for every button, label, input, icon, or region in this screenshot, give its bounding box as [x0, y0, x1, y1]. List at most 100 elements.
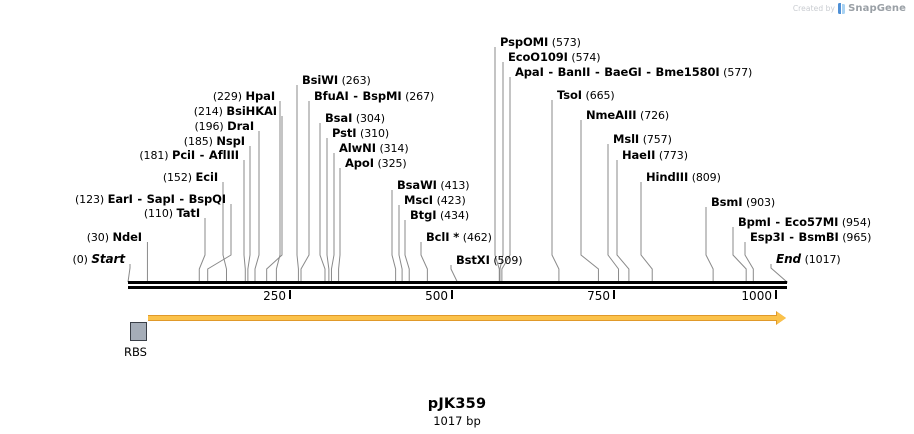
plasmid-name-title: pJK359 [427, 396, 487, 412]
site-position: (573) [551, 36, 581, 49]
restriction-site-label[interactable]: (229) HpaI [213, 90, 275, 103]
restriction-site-label[interactable]: (123) EarI - SapI - BspQI [75, 193, 226, 206]
ruler-tick-label: 500 [425, 289, 448, 303]
site-leader-line [499, 62, 504, 281]
restriction-site-label[interactable]: HindIII (809) [646, 171, 721, 184]
enzyme-name-group: BtgI [410, 208, 436, 222]
site-leader-line [243, 160, 246, 281]
enzyme-name: PstI [332, 126, 357, 140]
site-position: (196) [194, 120, 224, 133]
site-leader-line [494, 47, 500, 281]
enzyme-name-group: EarI - SapI - BspQI [108, 192, 226, 206]
enzyme-separator: - [775, 215, 781, 229]
restriction-site-label[interactable]: BsaI (304) [325, 112, 385, 125]
site-leader-line [266, 116, 283, 281]
site-leader-line [770, 264, 788, 284]
restriction-site-label[interactable]: HaeII (773) [622, 149, 688, 162]
restriction-site-label[interactable]: Esp3I - BsmBI (965) [750, 231, 871, 244]
restriction-site-label[interactable]: BsmI (903) [711, 196, 775, 209]
enzyme-name: BsiHKAI [226, 104, 277, 118]
restriction-site-label[interactable]: BclI * (462) [426, 231, 492, 244]
terminal-label-end[interactable]: End (1017) [776, 253, 841, 266]
site-position: (809) [691, 171, 721, 184]
gene-arrow-head [777, 312, 786, 324]
enzyme-name: PciI [172, 148, 196, 162]
enzyme-name-group: NdeI [112, 230, 142, 244]
restriction-site-label[interactable]: BsiWI (263) [302, 74, 371, 87]
enzyme-name-group: HpaI [246, 89, 276, 103]
site-position: (413) [440, 179, 470, 192]
ruler-tick-label: 1000 [741, 289, 772, 303]
enzyme-name-group: HaeII [622, 148, 655, 162]
restriction-site-label[interactable]: ApaI - BanII - BaeGI - Bme1580I (577) [515, 66, 752, 79]
enzyme-name: PspOMI [500, 35, 549, 49]
site-position: (229) [212, 90, 242, 103]
restriction-site-label[interactable]: AlwNI (314) [339, 142, 409, 155]
site-position: (577) [723, 66, 753, 79]
restriction-site-label[interactable]: NmeAIII (726) [586, 109, 669, 122]
restriction-site-label[interactable]: BpmI - Eco57MI (954) [738, 216, 871, 229]
plasmid-size-label: 1017 bp [433, 414, 481, 428]
site-leader-line [551, 100, 560, 281]
restriction-site-label[interactable]: (196) DraI [194, 120, 254, 133]
restriction-site-label[interactable]: ApoI (325) [345, 157, 407, 170]
enzyme-name: EcoO109I [508, 50, 568, 64]
enzyme-name-group: BsiHKAI [226, 104, 277, 118]
site-leader-line [420, 242, 428, 281]
site-leader-line [705, 207, 714, 281]
site-position: (965) [842, 231, 872, 244]
watermark-created-by-text: Created by [792, 4, 836, 13]
restriction-site-label[interactable]: MscI (423) [404, 194, 466, 207]
site-leader-line [254, 131, 260, 281]
enzyme-name: TsoI [557, 88, 582, 102]
restriction-site-label[interactable]: (185) NspI [184, 135, 245, 148]
restriction-site-label[interactable]: (30) NdeI [87, 231, 142, 244]
restriction-site-label[interactable]: MslI (757) [613, 133, 672, 146]
site-position: (304) [355, 112, 385, 125]
restriction-site-label[interactable]: BsaWI (413) [397, 179, 470, 192]
restriction-site-label[interactable]: PstI (310) [332, 127, 389, 140]
enzyme-separator: - [137, 192, 143, 206]
watermark-brand-text: SnapGene [848, 3, 906, 14]
snapgene-logo-icon [838, 3, 846, 14]
restriction-site-label[interactable]: PspOMI (573) [500, 36, 581, 49]
site-position: (110) [143, 207, 173, 220]
enzyme-name: BtgI [410, 208, 437, 222]
site-leader-line [319, 123, 326, 281]
restriction-site-label[interactable]: BstXI (509) [456, 253, 523, 267]
enzyme-name-group: EcoO109I [508, 50, 568, 64]
site-position: (434) [439, 209, 470, 222]
site-leader-line [330, 153, 335, 281]
enzyme-name: HindIII [646, 170, 689, 184]
enzyme-separator: - [548, 65, 554, 79]
restriction-site-label[interactable]: (181) PciI - AflIII [139, 149, 239, 162]
site-position: (665) [585, 89, 615, 102]
restriction-site-label[interactable]: (214) BsiHKAI [194, 105, 277, 118]
site-leader-line [616, 160, 630, 281]
enzyme-name: BsiWI [302, 73, 339, 87]
enzyme-name-group: BsiWI [302, 73, 338, 87]
restriction-site-label[interactable]: (110) TatI [144, 207, 200, 220]
rbs-feature-box[interactable] [130, 322, 147, 341]
enzyme-name: BfuAI [314, 89, 349, 103]
restriction-site-label[interactable]: EcoO109I (574) [508, 51, 601, 64]
enzyme-name-group: NspI [216, 134, 245, 148]
site-position: (30) [86, 231, 109, 244]
restriction-site-label[interactable]: BfuAI - BspMI (267) [314, 90, 434, 103]
enzyme-separator: - [646, 65, 651, 79]
enzyme-name-group: BstXI [456, 253, 490, 267]
restriction-site-label[interactable]: TsoI (665) [557, 89, 615, 102]
site-leader-line [404, 220, 410, 281]
terminal-label-start[interactable]: (0) Start [73, 253, 126, 266]
restriction-site-label[interactable]: (152) EciI [163, 171, 218, 184]
gene-arrow-body [148, 315, 778, 321]
enzyme-name: HpaI [245, 89, 276, 103]
enzyme-name: DraI [227, 119, 254, 133]
site-position: (574) [571, 51, 601, 64]
restriction-site-label[interactable]: BtgI (434) [410, 209, 469, 222]
enzyme-name: AflIII [208, 148, 239, 162]
site-position: (263) [341, 74, 371, 87]
enzyme-separator: - [179, 192, 185, 206]
site-leader-line [338, 168, 341, 281]
